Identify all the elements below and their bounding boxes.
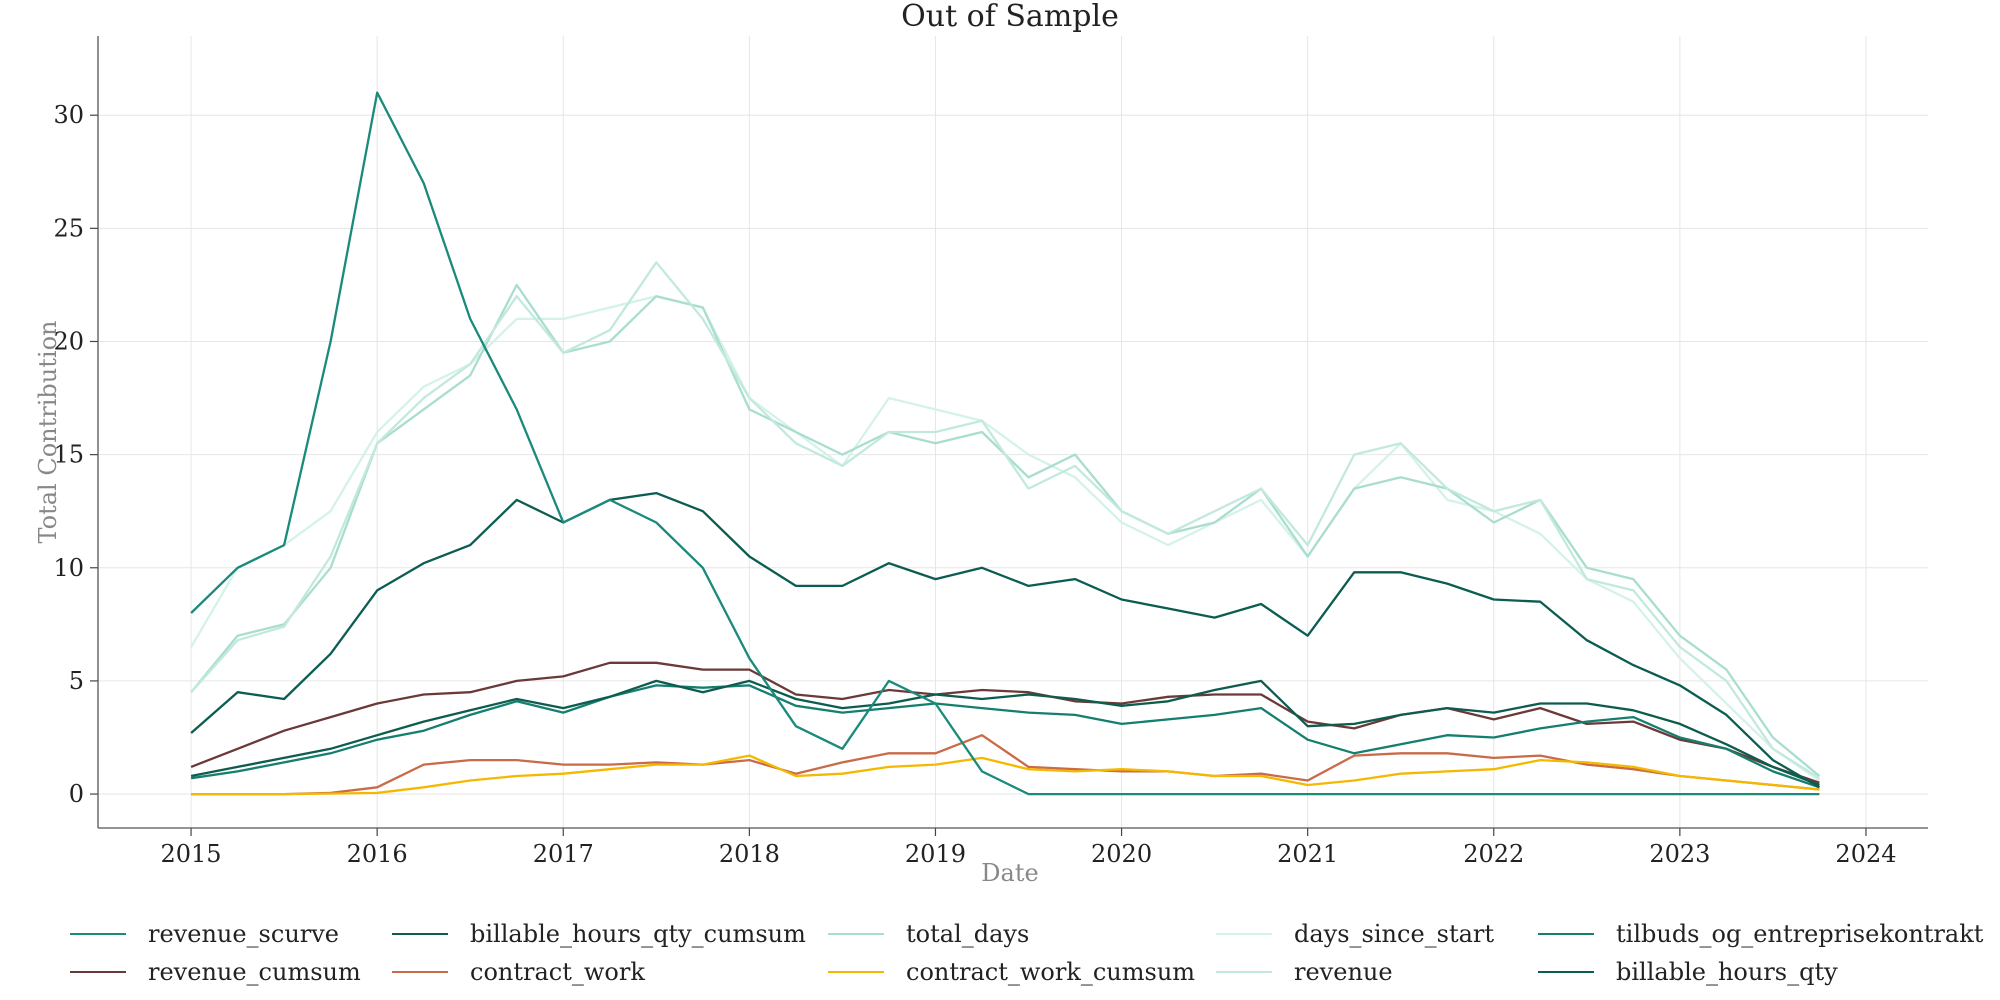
- y-tick-label: 5: [69, 667, 84, 695]
- chart-legend: revenue_scurve billable_hours_qty_cumsum t…: [70, 918, 1983, 998]
- legend-swatch: [392, 971, 448, 973]
- legend-label: billable_hours_qty_cumsum: [470, 920, 806, 948]
- series-line-billable-hours-qty-cumsum: [190, 679, 1820, 787]
- y-axis-label: Total Contribution: [34, 321, 62, 544]
- series-line-billable-hours-qty: [190, 491, 1820, 789]
- legend-swatch: [828, 933, 884, 935]
- x-tick-label: 2023: [1649, 840, 1710, 868]
- legend-swatch: [1216, 971, 1272, 973]
- x-tick-label: 2018: [719, 840, 780, 868]
- legend-swatch: [1538, 933, 1594, 935]
- legend-label: days_since_start: [1294, 920, 1495, 948]
- legend-swatch: [392, 933, 448, 935]
- y-tick-label: 10: [53, 554, 84, 582]
- y-tick-label: 25: [53, 214, 84, 242]
- axes: [90, 36, 1928, 836]
- legend-label: revenue: [1294, 958, 1393, 986]
- x-tick-label: 2024: [1835, 840, 1896, 868]
- x-tick-label: 2021: [1277, 840, 1338, 868]
- series-line-tilbuds-og-entreprisekontrakt: [190, 684, 1820, 789]
- legend-item: tilbuds_og_entreprisekontrakt: [1538, 918, 1983, 950]
- series-line-revenue-cumsum: [190, 661, 1820, 784]
- legend-swatch: [828, 971, 884, 973]
- legend-swatch: [70, 933, 126, 935]
- legend-label: contract_work: [470, 958, 645, 986]
- legend-item: total_days: [828, 918, 1029, 950]
- legend-label: revenue_scurve: [148, 920, 340, 948]
- series-line-revenue: [190, 261, 1821, 780]
- series-line-contract-work-cumsum: [191, 754, 1820, 796]
- series-line-total-days: [190, 283, 1821, 777]
- line-chart: 2015 2016 2017 2018 2019 2020 2021 2022 2023 2024…: [34, 0, 1928, 887]
- series-layer: [190, 91, 1821, 796]
- x-tick-label: 2019: [905, 840, 966, 868]
- x-tick-label: 2020: [1091, 840, 1152, 868]
- legend-label: revenue_cumsum: [148, 958, 361, 986]
- legend-item: contract_work_cumsum: [828, 956, 1195, 988]
- legend-item: revenue_cumsum: [70, 956, 361, 988]
- x-tick-label: 2015: [161, 840, 222, 868]
- legend-swatch: [70, 971, 126, 973]
- legend-item: revenue_scurve: [70, 918, 339, 950]
- y-tick-label: 0: [69, 780, 84, 808]
- tick-labels: 2015 2016 2017 2018 2019 2020 2021 2022 2023 2024…: [53, 101, 1896, 868]
- legend-item: billable_hours_qty: [1538, 956, 1838, 988]
- series-line-days-since-start: [190, 295, 1821, 782]
- grid-lines: [98, 36, 1928, 828]
- legend-label: contract_work_cumsum: [906, 958, 1196, 986]
- legend-item: billable_hours_qty_cumsum: [392, 918, 806, 950]
- series-line-contract-work: [191, 734, 1820, 796]
- legend-item: revenue: [1216, 956, 1393, 988]
- chart-title: Out of Sample: [901, 0, 1119, 34]
- y-tick-label: 20: [53, 327, 84, 355]
- x-axis-label: Date: [981, 859, 1038, 887]
- series-line-revenue-scurve: [190, 91, 1820, 796]
- legend-label: tilbuds_og_entreprisekontrakt: [1616, 920, 1984, 948]
- x-tick-label: 2017: [533, 840, 594, 868]
- y-tick-label: 15: [53, 441, 84, 469]
- legend-label: billable_hours_qty: [1616, 958, 1838, 986]
- legend-item: days_since_start: [1216, 918, 1494, 950]
- x-tick-label: 2016: [347, 840, 408, 868]
- legend-swatch: [1538, 971, 1594, 973]
- x-tick-label: 2022: [1463, 840, 1524, 868]
- legend-label: total_days: [906, 920, 1030, 948]
- legend-item: contract_work: [392, 956, 645, 988]
- y-tick-label: 30: [53, 101, 84, 129]
- legend-swatch: [1216, 933, 1272, 935]
